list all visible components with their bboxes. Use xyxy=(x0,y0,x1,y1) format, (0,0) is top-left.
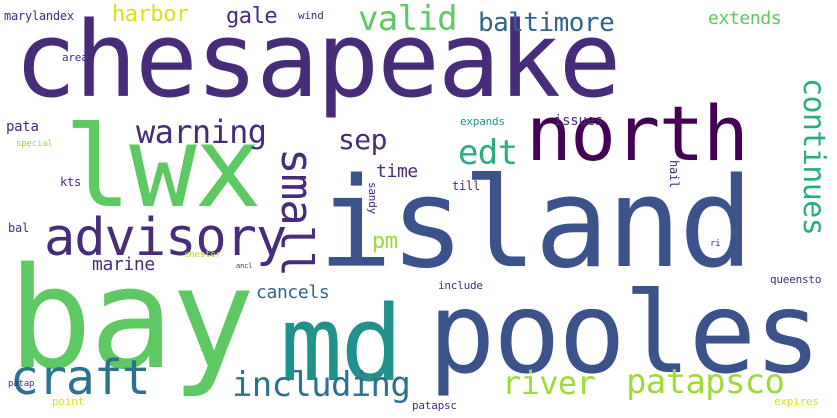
word-ri: ri xyxy=(710,239,721,249)
word-island: island xyxy=(318,152,754,296)
word-cancels: cancels xyxy=(256,282,330,303)
word-pooles: pooles xyxy=(428,269,821,399)
word-lwx: lwx xyxy=(64,103,262,233)
word-patap: patap xyxy=(8,379,35,389)
word-craft: craft xyxy=(10,350,151,406)
word-queensto: queensto xyxy=(770,273,822,286)
word-harbor: harbor xyxy=(112,2,189,27)
word-special: special xyxy=(16,139,53,149)
word-point: point xyxy=(52,395,85,408)
word-hail: hail xyxy=(667,160,681,188)
word-marine: marine xyxy=(92,254,155,275)
word-extends: extends xyxy=(708,8,782,29)
word-pata: pata xyxy=(6,119,39,135)
word-river: river xyxy=(502,364,596,402)
word-wind: wind xyxy=(298,9,324,22)
word-expires: expires xyxy=(774,395,819,408)
word-include: include xyxy=(438,279,483,292)
word-pm: pm xyxy=(372,229,398,254)
word-including: including xyxy=(232,365,411,405)
word-valid: valid xyxy=(358,0,458,39)
word-kts: kts xyxy=(60,175,81,189)
word-continues: continues xyxy=(796,78,831,236)
word-till: till xyxy=(452,179,480,193)
word-ancl: ancl xyxy=(236,262,253,270)
word-issues: issues xyxy=(554,113,603,129)
word-area: area xyxy=(62,51,88,64)
word-sep: sep xyxy=(338,123,387,156)
word-baltimore: baltimore xyxy=(478,8,615,38)
word-edt: edt xyxy=(458,133,518,173)
word-gale: gale xyxy=(226,4,278,29)
word-chesapeake: chesapeake xyxy=(14,0,621,121)
word-warning: warning xyxy=(136,113,267,151)
word-small: small xyxy=(271,148,322,277)
word-sandy: sandy xyxy=(366,182,379,215)
word-north: north xyxy=(526,89,749,178)
word-bal: bal xyxy=(8,221,29,235)
word-marylandex: marylandex xyxy=(4,9,74,23)
word-patapsco: patapsco xyxy=(626,362,785,402)
word-md: md xyxy=(280,283,403,405)
word-advisory: advisory xyxy=(44,208,287,268)
word-bay: bay xyxy=(8,238,255,401)
word-chester: chester xyxy=(184,250,221,260)
word-expands: expands xyxy=(460,115,505,128)
word-patapsc: patapsc xyxy=(412,399,457,412)
word-time: time xyxy=(376,161,418,182)
